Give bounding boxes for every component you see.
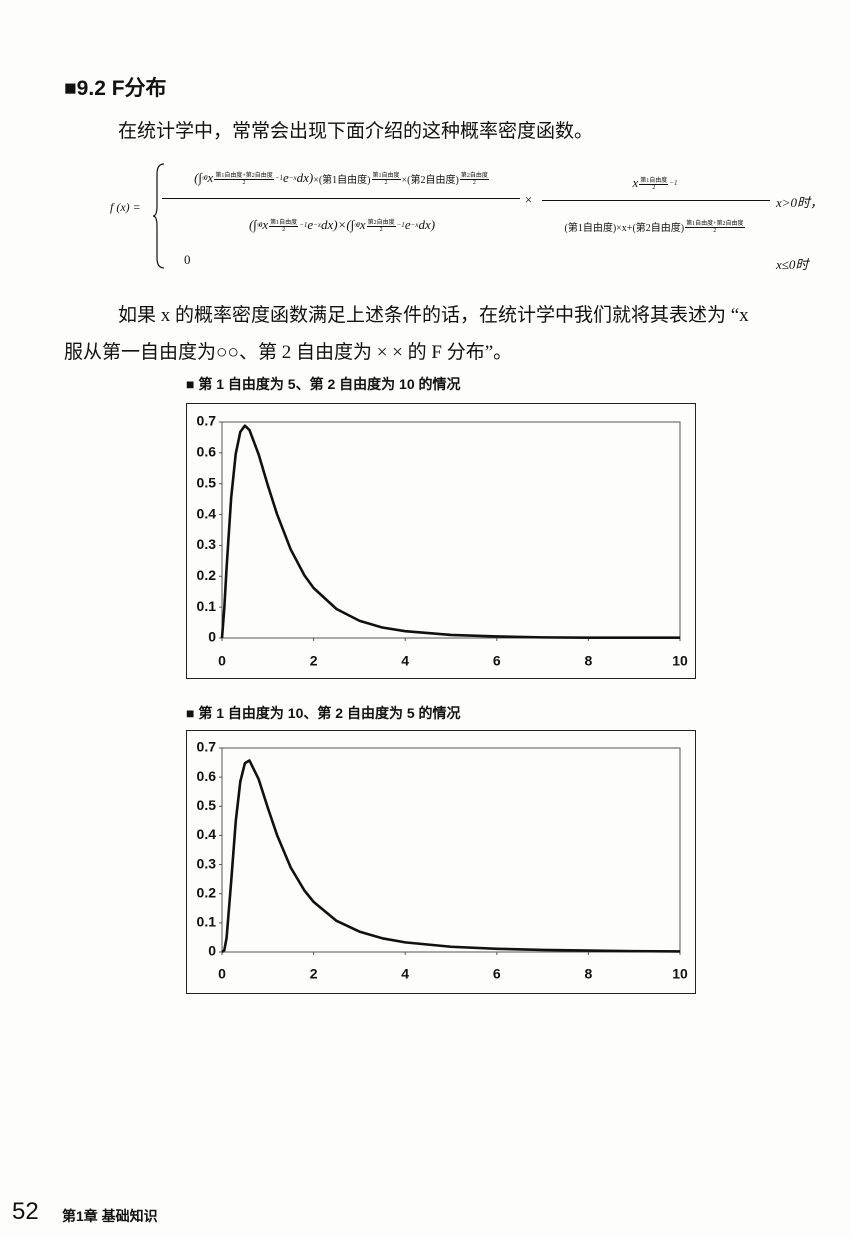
text: −x [288,174,297,182]
text: 第1章 基础知识 [62,1208,158,1224]
text: 2 [379,227,383,233]
x-tick-label: 4 [401,966,409,982]
text: (∫ [194,170,203,185]
text: x [262,217,269,232]
x-tick-label: 6 [493,966,501,982]
plot-area [221,421,681,639]
chart: 0 0.1 0.2 0.3 0.4 0.5 0.6 0.7 0 2 4 6 8 10 [186,403,696,679]
text: 2 [242,180,246,186]
x-tick-label: 10 [672,653,688,669]
text: −1 [396,221,405,229]
y-tick-label: 0.6 [197,768,217,784]
text: 2 [472,180,476,186]
y-tick-label: 0.5 [197,797,217,813]
x-tick-label: 4 [401,653,409,669]
chart-frame [186,730,696,994]
text: 第1自由度+第2自由度 [214,170,274,180]
text: 第1自由度 [639,175,669,185]
text: 如果 x 的概率密度函数满足上述条件的话，在统计学中我们就将其表述为 “x [118,305,749,326]
text: × [524,192,533,207]
text: x [207,170,214,185]
text: ×(第2自由度) [401,174,459,186]
text: × [337,217,347,232]
text: ■ 第 1 自由度为 10、第 2 自由度为 5 的情况 [186,705,461,721]
text: e [404,217,411,232]
x-tick-label: 6 [493,653,501,669]
plot-area [221,747,681,953]
y-tick-label: 0.2 [197,884,217,900]
formula: f (x) = (∫ ∞ 0 x 第1自由度+第2自由度 2 −1 e −x dx) ×(第1… [110,158,850,278]
y-tick-label: 0.7 [197,413,217,429]
x-tick-label: 2 [310,653,318,669]
y-tick-label: 0.1 [197,598,217,614]
chart-frame [186,403,696,679]
chart: 0 0.1 0.2 0.3 0.4 0.5 0.6 0.7 0 2 4 6 8 10 [186,730,696,994]
text: e [282,170,289,185]
text: −1 [274,174,283,182]
text: ∞ [202,174,208,182]
x-tick-label: 0 [218,966,226,982]
text: (∫ [248,217,257,232]
x-tick-label: 8 [585,966,593,982]
text: x [632,175,639,190]
x-tick-label: 0 [218,653,226,669]
text: −x [410,221,419,229]
y-tick-label: 0.3 [197,536,217,552]
brace [152,163,165,269]
text: 2 [282,227,286,233]
text: 第2自由度 [459,170,489,180]
fraction-bar [542,200,770,201]
x-tick-label: 10 [672,966,688,982]
curve [220,424,680,639]
text: ■9.2 F分布 [64,77,167,100]
text: 0 [184,252,191,267]
y-tick-label: 0.4 [197,505,217,521]
text: ∞ [354,221,360,229]
text: −x [313,221,321,229]
text: e [307,217,314,232]
text: 在统计学中，常常会出现下面介绍的这种概率密度函数。 [118,121,594,142]
text: 服从第一自由度为○○、第 2 自由度为 × × 的 F 分布”。 [64,342,513,363]
text: −1 [299,221,308,229]
x-tick-label: 8 [585,653,593,669]
text: dx) [418,217,436,232]
text: ∞ [256,221,262,229]
text: f (x) = [110,200,141,214]
text: x [359,217,366,232]
text: (∫ [346,217,355,232]
y-tick-label: 0.4 [197,826,217,842]
text: ■ 第 1 自由度为 5、第 2 自由度为 10 的情况 [186,376,461,392]
text: dx) [296,170,314,185]
text: 第1自由度+第2自由度 [685,218,745,228]
fraction-bar [162,198,520,199]
text: −1 [669,179,678,187]
y-tick-label: 0 [208,943,216,959]
text: 2 [384,180,388,186]
text: 0 [204,174,208,182]
text: x≤0时 [776,257,809,272]
curve [221,759,681,954]
text: (第1自由度)×x+(第2自由度) [564,222,685,234]
y-tick-label: 0.6 [197,444,217,460]
y-tick-label: 0.1 [197,914,217,930]
y-tick-label: 0.2 [197,567,217,583]
text: 52 [12,1198,39,1225]
text: x>0时， [776,195,824,210]
text: 0 [356,221,360,229]
text: ×(第1自由度) [313,174,371,186]
text: 2 [652,185,656,191]
y-tick-label: 0.5 [197,474,217,490]
text: 2 [713,228,717,234]
y-tick-label: 0 [208,629,216,645]
text: 第1自由度 [269,217,299,227]
x-tick-label: 2 [310,966,318,982]
text: dx) [321,217,338,232]
text: 第2自由度 [366,217,396,227]
text: 第1自由度 [371,170,401,180]
y-tick-label: 0.7 [197,739,217,755]
text: 0 [258,221,263,229]
y-tick-label: 0.3 [197,855,217,871]
